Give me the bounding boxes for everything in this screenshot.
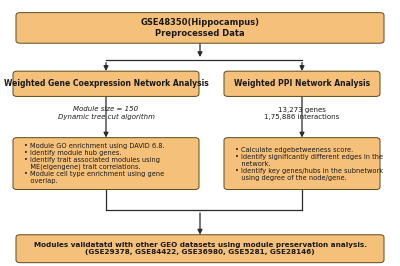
Text: Modules validatatd with other GEO datasets using module preservation analysis.
(: Modules validatatd with other GEO datase…	[34, 242, 366, 255]
Text: Module size = 150
Dynamic tree cut algorithm: Module size = 150 Dynamic tree cut algor…	[58, 106, 154, 120]
Text: GSE48350(Hippocampus)
Preprocessed Data: GSE48350(Hippocampus) Preprocessed Data	[140, 18, 260, 38]
FancyBboxPatch shape	[13, 71, 199, 96]
Text: • Calculate edgebetweeness score.
• Identify significantly different edges in th: • Calculate edgebetweeness score. • Iden…	[235, 147, 383, 181]
Text: Weighted PPI Network Analysis: Weighted PPI Network Analysis	[234, 79, 370, 88]
Text: 13,273 genes
1,75,886 interactions: 13,273 genes 1,75,886 interactions	[264, 107, 340, 119]
Text: Weighted Gene Coexpression Network Analysis: Weighted Gene Coexpression Network Analy…	[4, 79, 208, 88]
Text: • Module GO enrichment using DAVID 6.8.
• Identify module hub genes.
• Identify : • Module GO enrichment using DAVID 6.8. …	[24, 143, 165, 184]
FancyBboxPatch shape	[16, 13, 384, 43]
FancyBboxPatch shape	[224, 71, 380, 96]
FancyBboxPatch shape	[16, 235, 384, 263]
FancyBboxPatch shape	[224, 138, 380, 189]
FancyBboxPatch shape	[13, 138, 199, 189]
